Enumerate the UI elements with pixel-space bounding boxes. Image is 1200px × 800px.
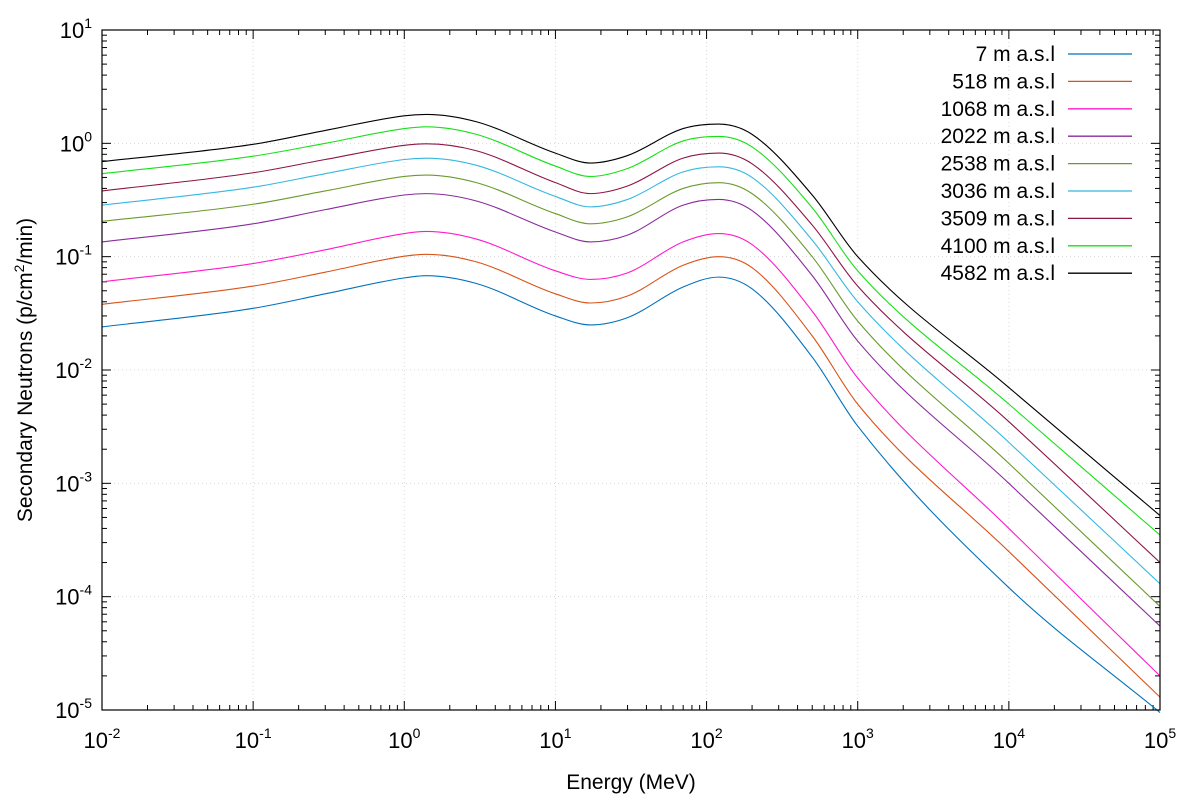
legend-label: 1068 m a.s.l: [941, 98, 1055, 121]
x-tick-base: 10: [993, 728, 1017, 753]
x-tick-exponent: 0: [413, 725, 421, 741]
x-tick-label: 10-2: [84, 725, 121, 753]
y-tick-exponent: -5: [80, 695, 93, 711]
axis-ticks: [101, 29, 1161, 711]
x-tick-base: 10: [690, 728, 714, 753]
legend-label: 2538 m a.s.l: [941, 153, 1055, 176]
y-tick-label: 10-1: [55, 242, 92, 270]
series-line: [101, 253, 1161, 698]
y-tick-label: 10-4: [55, 582, 92, 610]
series-line: [101, 230, 1161, 677]
y-tick-exponent: 1: [84, 15, 92, 31]
y-tick-exponent: -2: [80, 355, 93, 371]
x-tick-label: 104: [993, 725, 1025, 753]
plot-frame: [101, 29, 1161, 711]
series-line: [101, 275, 1161, 713]
y-tick-label: 100: [60, 128, 92, 156]
grid: [102, 30, 1160, 710]
x-tick-label: 101: [539, 725, 571, 753]
legend-label: 4100 m a.s.l: [941, 235, 1055, 258]
y-tick-label: 10-3: [55, 468, 92, 496]
y-axis-title-sup: 2: [11, 264, 27, 272]
legend-label: 7 m a.s.l: [976, 43, 1055, 66]
x-tick-base: 10: [539, 728, 563, 753]
y-tick-exponent: 0: [84, 128, 92, 144]
legend-label: 3509 m a.s.l: [941, 207, 1055, 230]
series-line: [101, 193, 1161, 627]
x-tick-exponent: 4: [1017, 725, 1025, 741]
x-tick-base: 10: [388, 728, 412, 753]
y-tick-exponent: -1: [80, 242, 93, 258]
y-tick-label: 10-2: [55, 355, 92, 383]
y-tick-label: 101: [60, 15, 92, 43]
series-line: [101, 174, 1161, 607]
y-axis-title-suffix: /min): [14, 218, 37, 265]
x-tick-base: 10: [1144, 728, 1168, 753]
series-lines: [101, 113, 1161, 713]
y-tick-base: 10: [60, 131, 84, 156]
y-tick-label: 10-5: [55, 695, 92, 723]
x-tick-exponent: 3: [866, 725, 874, 741]
y-tick-base: 10: [55, 358, 79, 383]
legend-label: 2022 m a.s.l: [941, 125, 1055, 148]
legend-label: 4582 m a.s.l: [941, 262, 1055, 285]
y-tick-base: 10: [55, 471, 79, 496]
x-tick-exponent: -2: [108, 725, 121, 741]
x-tick-base: 10: [842, 728, 866, 753]
y-tick-base: 10: [55, 245, 79, 270]
legend-label: 518 m a.s.l: [952, 70, 1055, 93]
series-line: [101, 143, 1161, 563]
x-tick-exponent: -1: [259, 725, 272, 741]
y-tick-base: 10: [60, 18, 84, 43]
y-tick-exponent: -3: [80, 468, 93, 484]
legend-label: 3036 m a.s.l: [941, 180, 1055, 203]
y-axis-title: Secondary Neutrons (p/cm2/min): [11, 218, 37, 522]
x-tick-exponent: 2: [715, 725, 723, 741]
x-tick-label: 102: [690, 725, 722, 753]
y-axis-title-prefix: Secondary Neutrons (p/cm: [14, 272, 37, 522]
series-line: [101, 113, 1161, 516]
x-tick-label: 103: [842, 725, 874, 753]
x-tick-labels: 10-2 10-1 100 101 102 103 104 105: [84, 725, 1177, 753]
x-tick-base: 10: [235, 728, 259, 753]
x-tick-exponent: 5: [1168, 725, 1176, 741]
x-tick-label: 100: [388, 725, 420, 753]
y-tick-base: 10: [55, 698, 79, 723]
x-axis-title: Energy (MeV): [566, 771, 696, 794]
legend: 7 m a.s.l 518 m a.s.l 1068 m a.s.l 2022 m a…: [941, 43, 1132, 285]
x-tick-base: 10: [84, 728, 108, 753]
y-tick-exponent: -4: [80, 582, 93, 598]
series-line: [101, 157, 1161, 585]
y-tick-base: 10: [55, 585, 79, 610]
x-tick-exponent: 1: [564, 725, 572, 741]
series-line: [101, 126, 1161, 536]
x-tick-label: 105: [1144, 725, 1176, 753]
x-tick-label: 10-1: [235, 725, 272, 753]
